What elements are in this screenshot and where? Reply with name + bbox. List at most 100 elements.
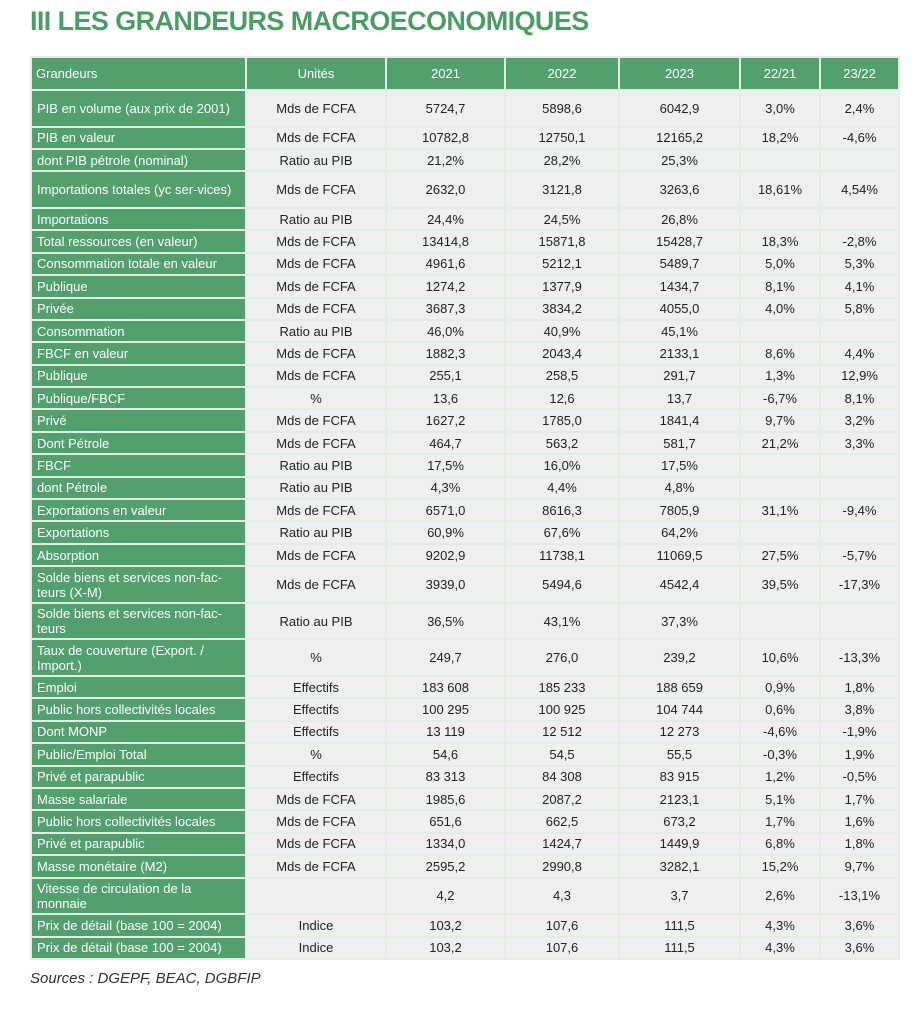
cell-label: Public hors collectivités locales (32, 811, 245, 832)
cell-unit: Effectifs (247, 677, 385, 698)
cell-var-22-21: 1,2% (741, 766, 819, 787)
cell-var-22-21 (741, 149, 819, 171)
cell-var-22-21: 6,8% (741, 833, 819, 855)
cell-y2021: 4961,6 (387, 253, 504, 275)
cell-var-23-22: 3,6% (821, 915, 898, 936)
cell-label: Consommation totale en valeur (32, 253, 245, 275)
cell-y2021: 249,7 (387, 640, 504, 675)
cell-var-22-21: 5,1% (741, 788, 819, 810)
cell-var-22-21 (741, 522, 819, 543)
cell-unit: Mds de FCFA (247, 298, 385, 319)
cell-y2021: 36,5% (387, 603, 504, 639)
cell-var-23-22: -0,5% (821, 766, 898, 787)
table-row: Vitesse de circulation de la monnaie 4,2 4… (32, 878, 898, 914)
cell-label: Absorption (32, 544, 245, 566)
cell-unit: % (247, 640, 385, 675)
cell-var-23-22: -4,6% (821, 127, 898, 148)
cell-y2022: 15871,8 (506, 231, 618, 252)
cell-y2022: 43,1% (506, 603, 618, 639)
table-row: Prix de détail (base 100 = 2004) Indice 10… (32, 937, 898, 958)
cell-var-23-22: 1,8% (821, 677, 898, 698)
cell-y2022: 84 308 (506, 766, 618, 787)
cell-unit: Mds de FCFA (247, 811, 385, 832)
cell-y2021: 13,6 (387, 388, 504, 409)
cell-var-23-22 (821, 455, 898, 476)
cell-y2022: 12 512 (506, 721, 618, 743)
cell-y2022: 258,5 (506, 365, 618, 387)
cell-var-22-21: 4,0% (741, 298, 819, 319)
cell-label: Solde biens et services non-fac-teurs (X… (32, 567, 245, 602)
header-2023: 2023 (620, 58, 739, 89)
cell-var-22-21 (741, 477, 819, 499)
cell-y2022: 12750,1 (506, 127, 618, 148)
cell-y2022: 24,5% (506, 208, 618, 230)
cell-var-22-21: 4,3% (741, 915, 819, 936)
cell-var-22-21: 15,2% (741, 856, 819, 877)
cell-var-23-22: 1,8% (821, 833, 898, 855)
cell-var-22-21: 39,5% (741, 567, 819, 602)
table-row: Solde biens et services non-fac-teurs (X… (32, 567, 898, 602)
cell-var-23-22 (821, 522, 898, 543)
cell-y2023: 4055,0 (620, 298, 739, 319)
cell-y2021: 1334,0 (387, 833, 504, 855)
table-row: Exportations Ratio au PIB 60,9% 67,6% 64,2% (32, 522, 898, 543)
cell-label: Total ressources (en valeur) (32, 231, 245, 252)
table-row: Masse salariale Mds de FCFA 1985,6 2087,2 21… (32, 788, 898, 810)
table-header-row: Grandeurs Unités 2021 2022 2023 22/21 23… (32, 58, 898, 89)
cell-var-22-21: 18,2% (741, 127, 819, 148)
cell-y2023: 104 744 (620, 699, 739, 720)
cell-y2022: 3834,2 (506, 298, 618, 319)
table-row: Public/Emploi Total% 54,6 54,5 55,5 -0,3% 1,9… (32, 744, 898, 765)
cell-y2023: 2133,1 (620, 343, 739, 364)
cell-var-23-22: 1,6% (821, 811, 898, 832)
cell-var-22-21: -6,7% (741, 388, 819, 409)
cell-y2023: 111,5 (620, 915, 739, 936)
table-row: Importations Ratio au PIB 24,4% 24,5% 26,8% (32, 208, 898, 230)
cell-y2021: 183 608 (387, 677, 504, 698)
cell-var-23-22: 3,2% (821, 410, 898, 431)
cell-y2023: 3263,6 (620, 172, 739, 207)
cell-label: Importations totales (yc ser-vices) (32, 172, 245, 207)
cell-label: Solde biens et services non-fac-teurs (32, 603, 245, 639)
cell-var-22-21 (741, 208, 819, 230)
cell-label: Vitesse de circulation de la monnaie (32, 878, 245, 914)
cell-var-22-21: 5,0% (741, 253, 819, 275)
cell-label: PIB en volume (aux prix de 2001) (32, 91, 245, 126)
cell-label: Dont MONP (32, 721, 245, 743)
cell-y2022: 4,3 (506, 878, 618, 914)
cell-var-23-22: 9,7% (821, 856, 898, 877)
cell-var-23-22: 3,8% (821, 699, 898, 720)
cell-var-23-22: 12,9% (821, 365, 898, 387)
cell-var-22-21: 8,1% (741, 276, 819, 297)
cell-y2021: 103,2 (387, 937, 504, 958)
cell-var-22-21: 1,3% (741, 365, 819, 387)
table-row: Total ressources (en valeur) Mds de FCFA 1… (32, 231, 898, 252)
cell-y2023: 1449,9 (620, 833, 739, 855)
table-row: Privé et parapublic Effectifs 83 313 84 308… (32, 766, 898, 787)
cell-label: dont Pétrole (32, 477, 245, 499)
table-row: Absorption Mds de FCFA 9202,9 11738,1 11069,… (32, 544, 898, 566)
cell-y2023: 17,5% (620, 455, 739, 476)
cell-y2022: 5212,1 (506, 253, 618, 275)
header-23-22: 23/22 (821, 58, 898, 89)
cell-y2023: 15428,7 (620, 231, 739, 252)
table-row: Solde biens et services non-fac-teurs Rat… (32, 603, 898, 639)
cell-var-22-21: -0,3% (741, 744, 819, 765)
cell-var-23-22: 4,54% (821, 172, 898, 207)
cell-unit: Mds de FCFA (247, 567, 385, 602)
cell-y2022: 2087,2 (506, 788, 618, 810)
cell-y2023: 26,8% (620, 208, 739, 230)
cell-unit: Ratio au PIB (247, 522, 385, 543)
table-row: Publique Mds de FCFA 255,1 258,5 291,7 1,3% 12… (32, 365, 898, 387)
cell-label: FBCF en valeur (32, 343, 245, 364)
cell-var-22-21: 1,7% (741, 811, 819, 832)
cell-var-22-21: 0,6% (741, 699, 819, 720)
table-row: Emploi Effectifs 183 608 185 233 188 659 0,9%… (32, 677, 898, 698)
header-22-21: 22/21 (741, 58, 819, 89)
cell-unit: Mds de FCFA (247, 365, 385, 387)
cell-y2023: 291,7 (620, 365, 739, 387)
cell-y2023: 45,1% (620, 320, 739, 342)
cell-label: Importations (32, 208, 245, 230)
cell-label: dont PIB pétrole (nominal) (32, 149, 245, 171)
cell-unit: Ratio au PIB (247, 149, 385, 171)
